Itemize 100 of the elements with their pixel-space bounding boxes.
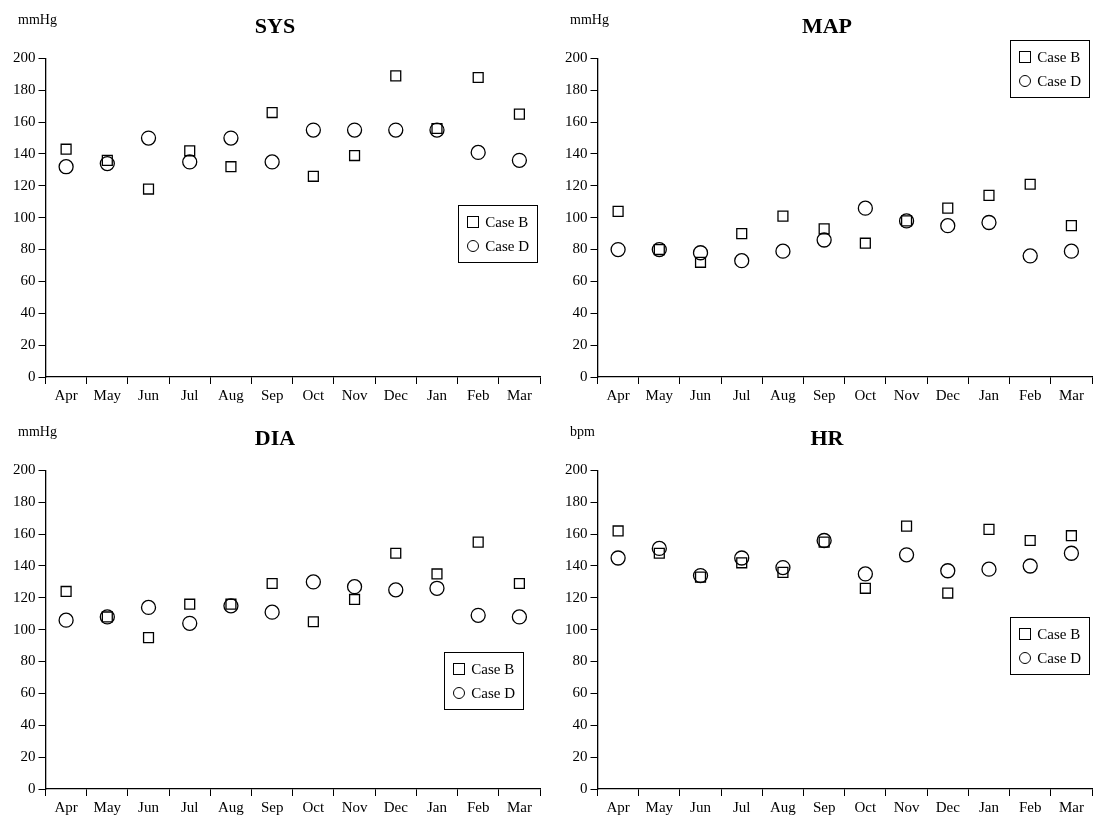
y-tick-label: 80 [20,240,36,257]
y-tick-label: 160 [13,113,36,130]
y-tick-label: 0 [28,367,36,384]
y-tick-label: 180 [13,493,36,510]
x-tick-label: Nov [893,386,920,403]
y-tick-label: 100 [13,208,36,225]
x-tick-label: Jun [690,798,712,815]
y-tick-label: 200 [13,461,36,478]
legend-label: Case D [485,238,529,254]
y-tick-label: 200 [565,461,588,478]
y-tick-label: 0 [580,779,588,796]
x-tick-label: Mar [1058,386,1084,403]
y-tick-label: 40 [572,304,588,321]
x-tick-label: May [93,798,122,815]
x-tick-label: Jan [426,386,448,403]
x-tick-label: May [645,798,674,815]
x-tick-label: Apr [606,386,630,403]
x-tick-label: May [645,386,674,403]
x-tick-label: Jul [180,798,199,815]
y-tick-label: 40 [20,716,36,733]
legend-label: Case D [1037,73,1081,89]
y-tick-label: 80 [572,240,588,257]
y-tick-label: 100 [565,620,588,637]
x-tick-label: Feb [1018,386,1042,403]
x-tick-label: Jun [138,798,160,815]
x-tick-label: Jan [978,798,1000,815]
y-tick-label: 140 [13,556,36,573]
x-tick-label: Feb [466,386,490,403]
x-tick-label: Mar [506,798,532,815]
y-tick-label: 120 [565,176,588,193]
y-tick-label: 140 [565,556,588,573]
y-tick-label: 0 [28,779,36,796]
y-tick-label: 20 [572,336,588,353]
x-tick-label: Nov [893,798,920,815]
x-tick-label: Dec [935,386,961,403]
y-tick-label: 60 [20,272,36,289]
x-tick-label: Dec [383,798,409,815]
y-tick-label: 120 [13,176,36,193]
y-tick-label: 120 [13,588,36,605]
x-tick-label: Feb [466,798,490,815]
y-tick-label: 80 [20,652,36,669]
y-axis-title: mmHg [570,12,609,28]
legend-label: Case B [1037,49,1081,65]
y-axis-title: mmHg [18,12,57,28]
x-tick-label: Oct [302,386,326,403]
y-tick-label: 100 [13,620,36,637]
y-tick-label: 180 [13,81,36,98]
x-tick-label: Feb [1018,798,1042,815]
chart-title: MAP [801,12,853,38]
x-tick-label: Mar [1058,798,1084,815]
y-tick-label: 180 [565,493,588,510]
x-tick-label: Nov [341,386,368,403]
y-tick-label: 120 [565,588,588,605]
x-tick-label: Sep [260,798,284,815]
y-tick-label: 40 [20,304,36,321]
legend-label: Case D [1037,650,1081,666]
y-tick-label: 140 [13,144,36,161]
legend-label: Case B [1037,626,1081,642]
x-tick-label: Apr [54,386,78,403]
y-tick-label: 20 [572,748,588,765]
x-tick-label: Jan [426,798,448,815]
x-tick-label: Oct [302,798,326,815]
x-tick-label: Oct [854,386,878,403]
chart-title: DIA [254,424,296,450]
y-tick-label: 100 [565,208,588,225]
x-tick-label: Sep [812,798,836,815]
y-axis-title: bpm [570,424,595,440]
y-tick-label: 160 [565,525,588,542]
y-tick-label: 140 [565,144,588,161]
y-tick-label: 40 [572,716,588,733]
x-tick-label: Jun [690,386,712,403]
chart-title: HR [810,424,845,450]
y-tick-label: 20 [20,336,36,353]
chart-title: SYS [254,12,296,38]
x-tick-label: Oct [854,798,878,815]
x-tick-label: Dec [383,386,409,403]
legend-label: Case D [471,685,515,701]
y-tick-label: 200 [13,49,36,66]
y-tick-label: 180 [565,81,588,98]
x-tick-label: Jul [732,386,751,403]
y-tick-label: 60 [20,684,36,701]
y-tick-label: 160 [13,525,36,542]
y-axis-title: mmHg [18,424,57,440]
y-tick-label: 20 [20,748,36,765]
legend-label: Case B [485,214,529,230]
x-tick-label: Aug [218,798,245,815]
legend-label: Case B [471,661,515,677]
x-tick-label: Jul [732,798,751,815]
x-tick-label: Aug [770,798,797,815]
x-tick-label: Jun [138,386,160,403]
y-tick-label: 80 [572,652,588,669]
x-tick-label: Apr [606,798,630,815]
x-tick-label: Sep [812,386,836,403]
x-tick-label: May [93,386,122,403]
y-tick-label: 0 [580,367,588,384]
x-tick-label: Aug [770,386,797,403]
y-tick-label: 160 [565,113,588,130]
x-tick-label: Mar [506,386,532,403]
x-tick-label: Aug [218,386,245,403]
y-tick-label: 60 [572,272,588,289]
